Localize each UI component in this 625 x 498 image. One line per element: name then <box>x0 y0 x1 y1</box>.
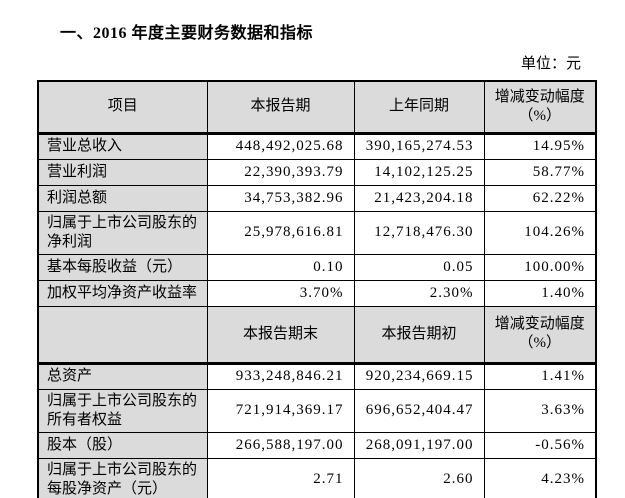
row-label: 总资产 <box>37 362 208 390</box>
cell-change: 14.95% <box>483 132 597 160</box>
cell-prior: 920,234,669.15 <box>353 362 485 390</box>
table-row-operating-profit: 营业利润 22,390,393.79 14,102,125.25 58.77% <box>37 158 597 186</box>
row-label: 加权平均净资产收益率 <box>37 279 208 307</box>
cell-change: 1.40% <box>483 279 597 307</box>
row-label: 利润总额 <box>37 184 208 212</box>
cell-prior: 2.60 <box>353 457 485 498</box>
header-cell-period-begin: 本报告期初 <box>353 305 485 365</box>
table-header-row-period: 项目 本报告期 上年同期 增减变动幅度（%） <box>37 80 597 135</box>
cell-prior: 2.30% <box>353 279 485 307</box>
cell-change: 104.26% <box>483 210 597 255</box>
cell-change: 4.23% <box>483 457 597 498</box>
cell-current: 25,978,616.81 <box>206 210 355 255</box>
header-cell-current-period: 本报告期 <box>206 80 355 135</box>
cell-prior: 12,718,476.30 <box>353 210 485 255</box>
cell-prior: 21,423,204.18 <box>353 184 485 212</box>
financial-indicators-table: 项目 本报告期 上年同期 增减变动幅度（%） 营业总收入 448,492,025… <box>37 80 597 498</box>
cell-change: 58.77% <box>483 158 597 186</box>
cell-current: 22,390,393.79 <box>206 158 355 186</box>
header-cell-change-pct: 增减变动幅度（%） <box>483 80 597 135</box>
row-label: 归属于上市公司股东的每股净资产（元） <box>37 457 208 498</box>
table-row-equity-attributable: 归属于上市公司股东的所有者权益 721,914,369.17 696,652,4… <box>37 388 597 433</box>
row-label: 营业利润 <box>37 158 208 186</box>
cell-current: 3.70% <box>206 279 355 307</box>
cell-change: 3.63% <box>483 388 597 433</box>
row-label: 营业总收入 <box>37 132 208 160</box>
cell-prior: 14,102,125.25 <box>353 158 485 186</box>
table-row-basic-eps: 基本每股收益（元） 0.10 0.05 100.00% <box>37 253 597 281</box>
cell-current: 448,492,025.68 <box>206 132 355 160</box>
table-row-net-assets-per-share: 归属于上市公司股东的每股净资产（元） 2.71 2.60 4.23% <box>37 457 597 498</box>
row-label: 归属于上市公司股东的所有者权益 <box>37 388 208 433</box>
row-label: 归属于上市公司股东的净利润 <box>37 210 208 255</box>
cell-current: 933,248,846.21 <box>206 362 355 390</box>
cell-change: 62.22% <box>483 184 597 212</box>
row-label: 股本（股） <box>37 431 208 459</box>
cell-current: 2.71 <box>206 457 355 498</box>
unit-label: 单位：元 <box>520 56 581 72</box>
table-header-row-balance: 本报告期末 本报告期初 增减变动幅度（%） <box>37 305 597 365</box>
table-row-total-revenue: 营业总收入 448,492,025.68 390,165,274.53 14.9… <box>37 132 597 160</box>
header-cell-blank <box>37 305 208 365</box>
cell-current: 721,914,369.17 <box>206 388 355 433</box>
table-row-total-assets: 总资产 933,248,846.21 920,234,669.15 1.41% <box>37 362 597 390</box>
table-row-net-profit-attributable: 归属于上市公司股东的净利润 25,978,616.81 12,718,476.3… <box>37 210 597 255</box>
table-row-total-profit: 利润总额 34,753,382.96 21,423,204.18 62.22% <box>37 184 597 212</box>
table-row-share-capital: 股本（股） 266,588,197.00 268,091,197.00 -0.5… <box>37 431 597 459</box>
cell-change: -0.56% <box>483 431 597 459</box>
row-label: 基本每股收益（元） <box>37 253 208 281</box>
cell-current: 0.10 <box>206 253 355 281</box>
cell-change: 100.00% <box>483 253 597 281</box>
header-cell-change-pct: 增减变动幅度（%） <box>483 305 597 365</box>
cell-prior: 268,091,197.00 <box>353 431 485 459</box>
header-cell-prior-period: 上年同期 <box>353 80 485 135</box>
cell-prior: 0.05 <box>353 253 485 281</box>
header-cell-period-end: 本报告期末 <box>206 305 355 365</box>
cell-prior: 696,652,404.47 <box>353 388 485 433</box>
header-cell-item: 项目 <box>37 80 208 135</box>
cell-change: 1.41% <box>483 362 597 390</box>
cell-current: 266,588,197.00 <box>206 431 355 459</box>
table-row-weighted-avg-roe: 加权平均净资产收益率 3.70% 2.30% 1.40% <box>37 279 597 307</box>
cell-current: 34,753,382.96 <box>206 184 355 212</box>
cell-prior: 390,165,274.53 <box>353 132 485 160</box>
section-title: 一、2016 年度主要财务数据和指标 <box>60 25 314 42</box>
